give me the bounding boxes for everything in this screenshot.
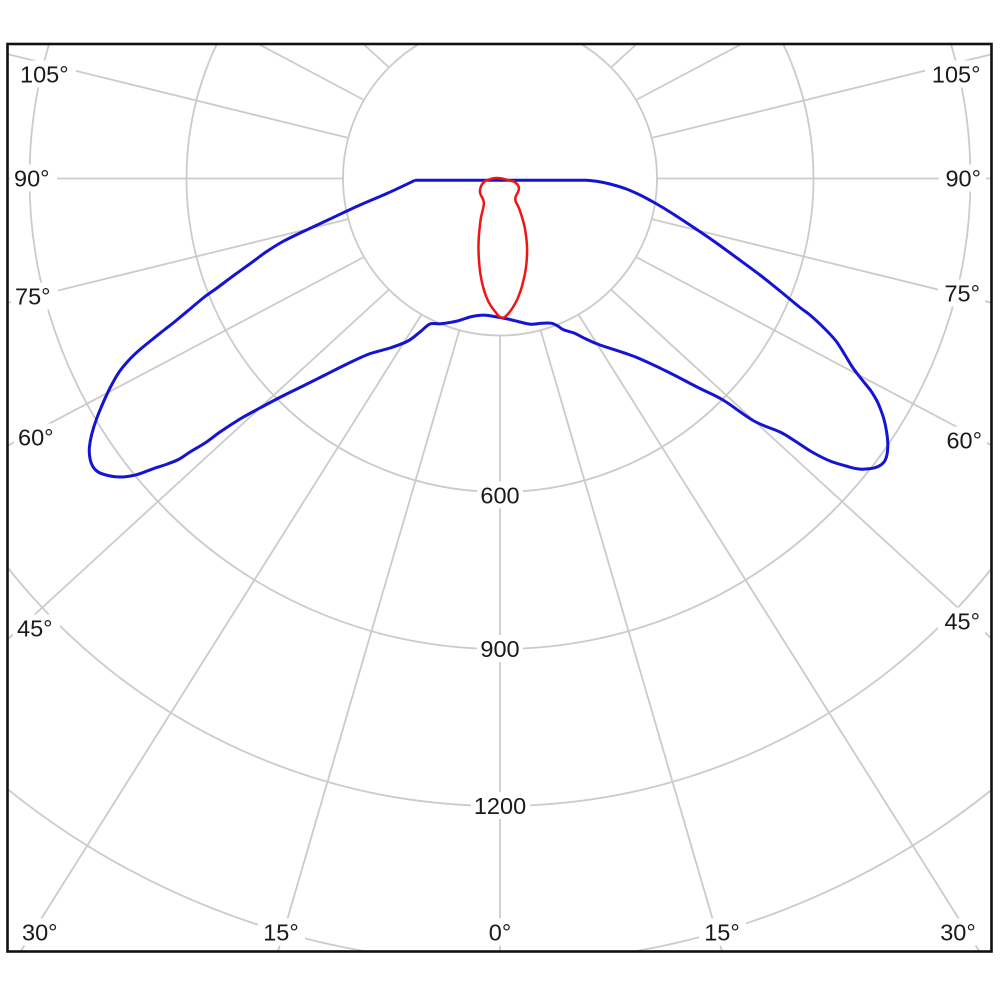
- svg-text:1200: 1200: [474, 793, 526, 819]
- svg-text:15°: 15°: [263, 919, 299, 945]
- svg-text:15°: 15°: [704, 919, 740, 945]
- svg-text:90°: 90°: [14, 165, 50, 191]
- svg-text:105°: 105°: [932, 61, 981, 87]
- svg-text:90°: 90°: [945, 165, 981, 191]
- svg-text:60°: 60°: [18, 424, 54, 450]
- svg-text:45°: 45°: [17, 615, 53, 641]
- svg-text:60°: 60°: [946, 427, 982, 453]
- svg-text:45°: 45°: [944, 608, 980, 634]
- svg-text:105°: 105°: [20, 61, 69, 87]
- svg-text:30°: 30°: [940, 919, 976, 945]
- svg-text:30°: 30°: [22, 919, 58, 945]
- svg-text:600: 600: [480, 482, 519, 508]
- svg-text:900: 900: [480, 636, 519, 662]
- svg-text:75°: 75°: [15, 283, 51, 309]
- svg-text:75°: 75°: [944, 280, 980, 306]
- svg-text:0°: 0°: [489, 919, 511, 945]
